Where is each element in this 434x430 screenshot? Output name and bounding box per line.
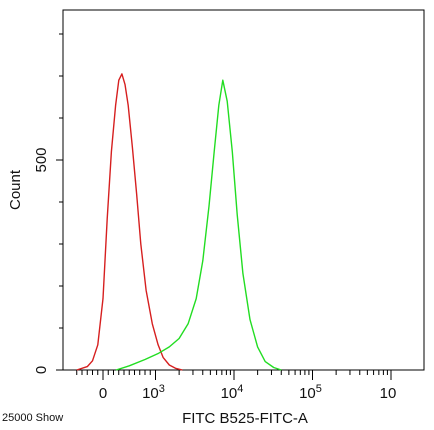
y-axis-title: Count [7, 169, 24, 210]
x-tick-label: 10 [380, 385, 397, 402]
y-tick-label: 0 [33, 366, 50, 374]
x-tick-label: 105 [299, 383, 322, 402]
histogram-series-line [76, 73, 183, 371]
x-tick-label: 104 [221, 383, 244, 402]
footer-note: 25000 Show [2, 412, 63, 424]
x-tick-label: 0 [99, 385, 107, 402]
histogram-series-line [115, 79, 282, 371]
x-axis-title: FITC B525-FITC-A [182, 410, 308, 427]
y-tick-label: 500 [33, 147, 50, 172]
x-tick-label: 103 [142, 383, 165, 402]
plot-frame [62, 9, 425, 371]
